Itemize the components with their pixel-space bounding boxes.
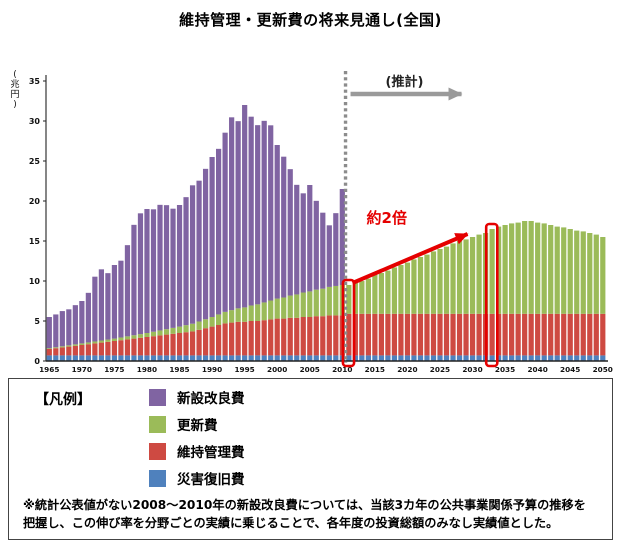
legend-item: 新設改良費 xyxy=(149,387,245,407)
legend-heading: 【凡例】 xyxy=(35,392,91,408)
svg-text:1965: 1965 xyxy=(39,365,59,374)
svg-text:約2倍: 約2倍 xyxy=(367,209,407,227)
svg-text:2010: 2010 xyxy=(332,365,352,374)
svg-text:30: 30 xyxy=(29,117,41,126)
legend-row: 【凡例】 新設改良費 更新費 維持管理費 災害復旧費 xyxy=(19,387,602,488)
svg-text:1975: 1975 xyxy=(104,365,124,374)
page: 維持管理・更新費の将来見通し(全国) 0 5 10 15 20 25 30 35 1965 197… xyxy=(0,9,621,556)
legend-item: 災害復旧費 xyxy=(149,468,245,488)
svg-text:1970: 1970 xyxy=(72,365,92,374)
svg-text:25: 25 xyxy=(29,157,41,166)
svg-text:2015: 2015 xyxy=(365,365,385,374)
footnote: ※統計公表値がない2008〜2010年の新設改良費については、当該3カ年の公共事… xyxy=(23,498,586,530)
svg-text:1995: 1995 xyxy=(234,365,254,374)
svg-text:20: 20 xyxy=(29,197,41,206)
legend-item: 更新費 xyxy=(149,414,245,434)
legend-swatch-blue-icon xyxy=(149,469,166,487)
legend-label: 維持管理費 xyxy=(177,445,245,461)
legend-item: 維持管理費 xyxy=(149,441,245,461)
svg-text:2045: 2045 xyxy=(560,365,580,374)
legend-swatch-red-icon xyxy=(149,442,166,460)
svg-text:2040: 2040 xyxy=(527,365,547,374)
svg-text:15: 15 xyxy=(29,237,41,246)
legend-footnote-box: 【凡例】 新設改良費 更新費 維持管理費 災害復旧費 xyxy=(8,378,613,541)
svg-text:1990: 1990 xyxy=(202,365,222,374)
svg-text:2050: 2050 xyxy=(593,365,613,374)
legend-swatch-green-icon xyxy=(149,415,166,433)
svg-text:1985: 1985 xyxy=(169,365,189,374)
svg-text:5: 5 xyxy=(34,317,40,326)
legend-label: 更新費 xyxy=(177,418,218,434)
svg-text:兆: 兆 xyxy=(10,79,19,90)
svg-text:2035: 2035 xyxy=(495,365,515,374)
svg-text:円: 円 xyxy=(10,89,19,100)
svg-text:(推計): (推計) xyxy=(386,74,424,90)
legend-label: 災害復旧費 xyxy=(177,472,245,488)
chart-title: 維持管理・更新費の将来見通し(全国) xyxy=(179,11,442,29)
legend-label: 新設改良費 xyxy=(177,391,245,407)
svg-text:35: 35 xyxy=(29,77,41,86)
svg-text:0: 0 xyxy=(34,357,40,366)
svg-text:): ) xyxy=(13,100,17,110)
svg-text:1980: 1980 xyxy=(137,365,157,374)
svg-text:(: ( xyxy=(13,70,17,80)
legend-swatch-purple-icon xyxy=(149,388,166,406)
svg-text:10: 10 xyxy=(29,277,41,286)
svg-text:2025: 2025 xyxy=(430,365,450,374)
legend-items: 新設改良費 更新費 維持管理費 災害復旧費 xyxy=(149,387,245,488)
svg-text:2000: 2000 xyxy=(267,365,287,374)
svg-text:2030: 2030 xyxy=(462,365,482,374)
svg-text:2020: 2020 xyxy=(397,365,417,374)
svg-text:2005: 2005 xyxy=(300,365,320,374)
